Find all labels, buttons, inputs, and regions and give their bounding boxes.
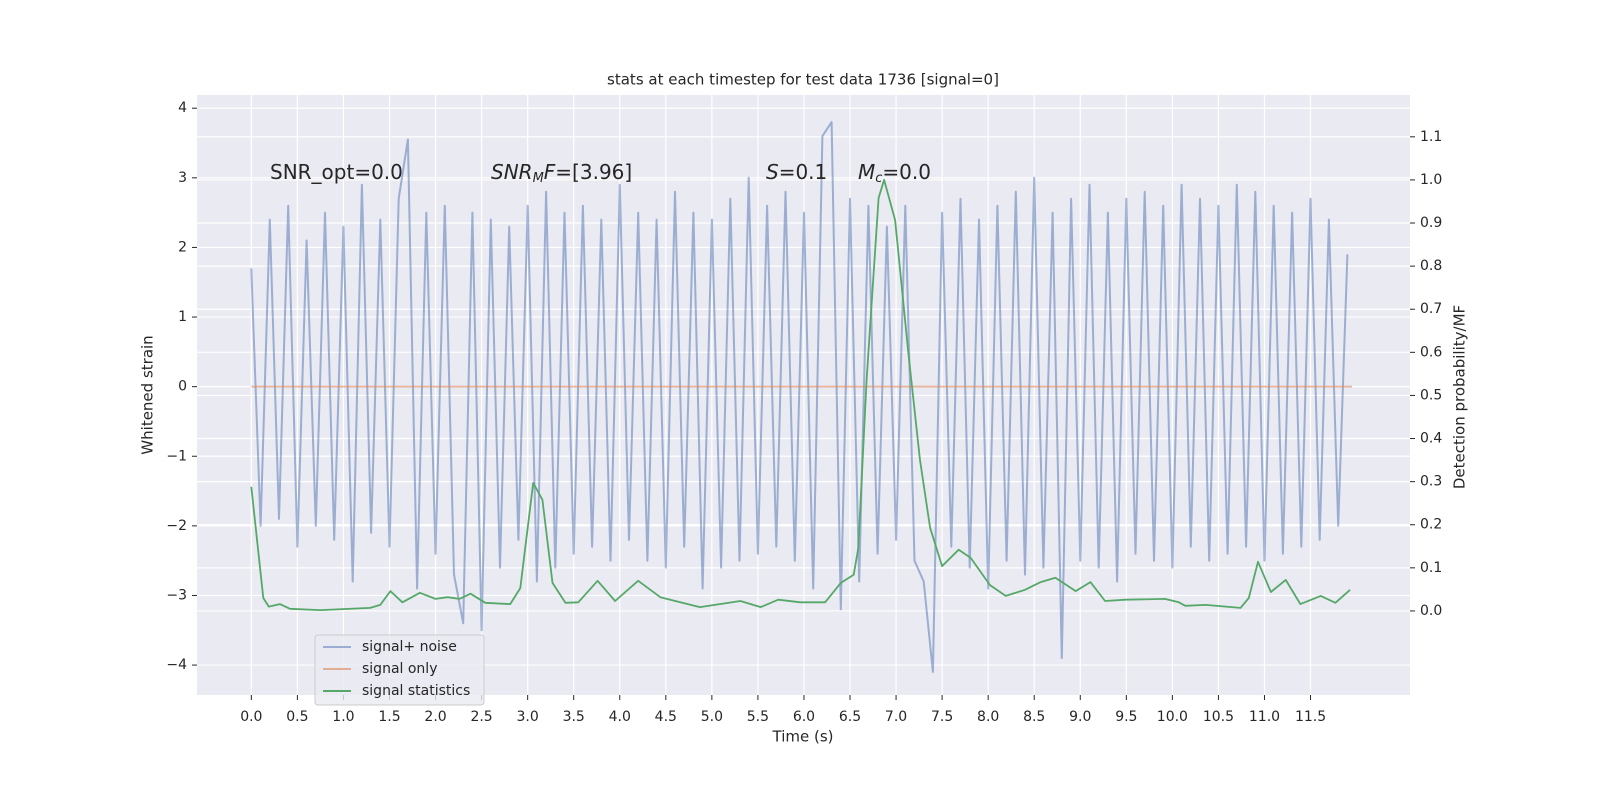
y-tick-label: −2 bbox=[166, 518, 187, 534]
x-tick-label: 2.5 bbox=[470, 709, 492, 725]
y2-tick-label: 0.5 bbox=[1420, 387, 1442, 403]
y-tick-label: −4 bbox=[166, 657, 187, 673]
y2-tick-label: 0.2 bbox=[1420, 517, 1442, 533]
x-tick-label: 10.0 bbox=[1157, 709, 1188, 725]
annotation-part: SNR bbox=[491, 160, 533, 184]
x-tick-label: 9.5 bbox=[1115, 709, 1137, 725]
y2-tick-label: 0.0 bbox=[1420, 603, 1442, 619]
y-tick-label: −3 bbox=[166, 587, 187, 603]
annotation-part: M bbox=[533, 171, 544, 186]
chart-title: stats at each timestep for test data 173… bbox=[607, 71, 999, 89]
x-tick-label: 0.0 bbox=[240, 709, 262, 725]
x-tick-label: 1.5 bbox=[378, 709, 400, 725]
y2-tick-label: 0.6 bbox=[1420, 344, 1442, 360]
annotation: Mc=0.0 bbox=[858, 160, 931, 186]
x-tick-label: 4.0 bbox=[609, 709, 631, 725]
x-tick-label: 7.5 bbox=[931, 709, 953, 725]
y-tick-label: 3 bbox=[178, 170, 187, 186]
legend-label: signal+ noise bbox=[362, 639, 457, 655]
annotation-part: =0.1 bbox=[779, 160, 828, 184]
x-tick-label: 6.5 bbox=[839, 709, 861, 725]
annotation-part: SNR_opt=0.0 bbox=[270, 160, 403, 184]
annotation-part: =0.0 bbox=[882, 160, 931, 184]
x-tick-label: 0.5 bbox=[286, 709, 308, 725]
x-tick-label: 1.0 bbox=[332, 709, 354, 725]
x-tick-label: 8.0 bbox=[977, 709, 999, 725]
legend-box bbox=[314, 634, 485, 706]
annotation-part: M bbox=[858, 160, 875, 184]
x-tick-label: 9.0 bbox=[1069, 709, 1091, 725]
y2-axis-label: Detection probability/MF bbox=[1451, 305, 1469, 489]
x-tick-label: 10.5 bbox=[1203, 709, 1234, 725]
legend-label: signal statistics bbox=[362, 683, 470, 699]
x-tick-label: 3.0 bbox=[517, 709, 539, 725]
annotation-part: F bbox=[544, 160, 556, 184]
x-tick-label: 5.5 bbox=[747, 709, 769, 725]
y2-tick-label: 1.0 bbox=[1420, 172, 1442, 188]
annotation: SNRMF=[3.96] bbox=[491, 160, 632, 186]
x-tick-label: 5.0 bbox=[701, 709, 723, 725]
y2-tick-label: 0.4 bbox=[1420, 431, 1442, 447]
annotation: SNR_opt=0.0 bbox=[270, 160, 403, 184]
x-tick-label: 2.0 bbox=[424, 709, 446, 725]
y2-tick-label: 0.1 bbox=[1420, 560, 1442, 576]
y-tick-label: 1 bbox=[178, 309, 187, 325]
x-tick-label: 11.0 bbox=[1249, 709, 1280, 725]
legend-label: signal only bbox=[362, 661, 437, 677]
annotation-part: =[3.96] bbox=[555, 160, 632, 184]
x-tick-label: 8.5 bbox=[1023, 709, 1045, 725]
y2-tick-label: 0.3 bbox=[1420, 474, 1442, 490]
x-tick-label: 4.5 bbox=[655, 709, 677, 725]
x-tick-label: 7.0 bbox=[885, 709, 907, 725]
annotation-part: c bbox=[875, 171, 882, 186]
y-tick-label: 0 bbox=[178, 379, 187, 395]
series-line bbox=[250, 178, 1351, 611]
y2-tick-label: 0.8 bbox=[1420, 258, 1442, 274]
y-tick-label: 4 bbox=[178, 100, 187, 116]
annotation-part: S bbox=[766, 160, 779, 184]
x-axis-label: Time (s) bbox=[772, 728, 834, 746]
annotation: S=0.1 bbox=[766, 160, 827, 184]
y-tick-label: −1 bbox=[166, 448, 187, 464]
x-tick-label: 11.5 bbox=[1295, 709, 1326, 725]
y2-tick-label: 0.7 bbox=[1420, 301, 1442, 317]
y2-tick-label: 0.9 bbox=[1420, 215, 1442, 231]
y-axis-label: Whitened strain bbox=[139, 335, 157, 454]
y2-tick-label: 1.1 bbox=[1420, 129, 1442, 145]
x-tick-label: 6.0 bbox=[793, 709, 815, 725]
y-tick-label: 2 bbox=[178, 239, 187, 255]
x-tick-label: 3.5 bbox=[563, 709, 585, 725]
